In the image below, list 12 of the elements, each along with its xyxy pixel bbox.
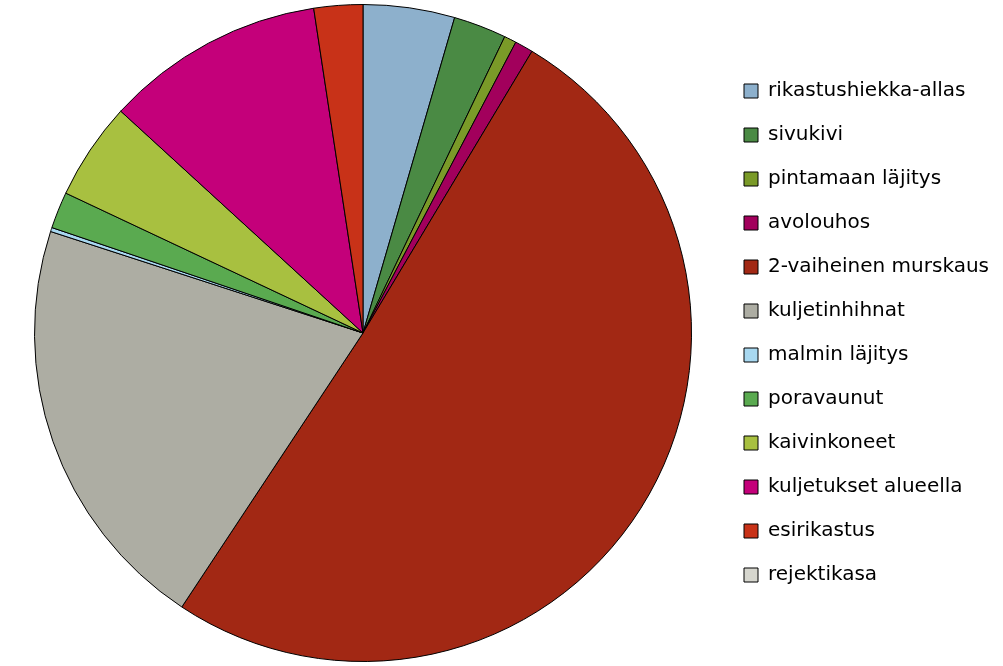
legend-label: sivukivi bbox=[768, 121, 844, 146]
legend-label: rejektikasa bbox=[768, 561, 878, 586]
legend-label: poravaunut bbox=[768, 385, 884, 410]
legend-label: kuljetinhihnat bbox=[768, 297, 905, 322]
legend-label: pintamaan läjitys bbox=[768, 165, 942, 190]
legend-label: malmin läjitys bbox=[768, 341, 909, 366]
legend-label: avolouhos bbox=[768, 209, 871, 234]
legend-label: esirikastus bbox=[768, 517, 875, 542]
legend-label: 2-vaiheinen murskaus bbox=[768, 253, 990, 278]
legend-label: kaivinkoneet bbox=[768, 429, 896, 454]
legend-label: kuljetukset alueella bbox=[768, 473, 963, 498]
legend-label: rikastushiekka-allas bbox=[768, 77, 966, 102]
